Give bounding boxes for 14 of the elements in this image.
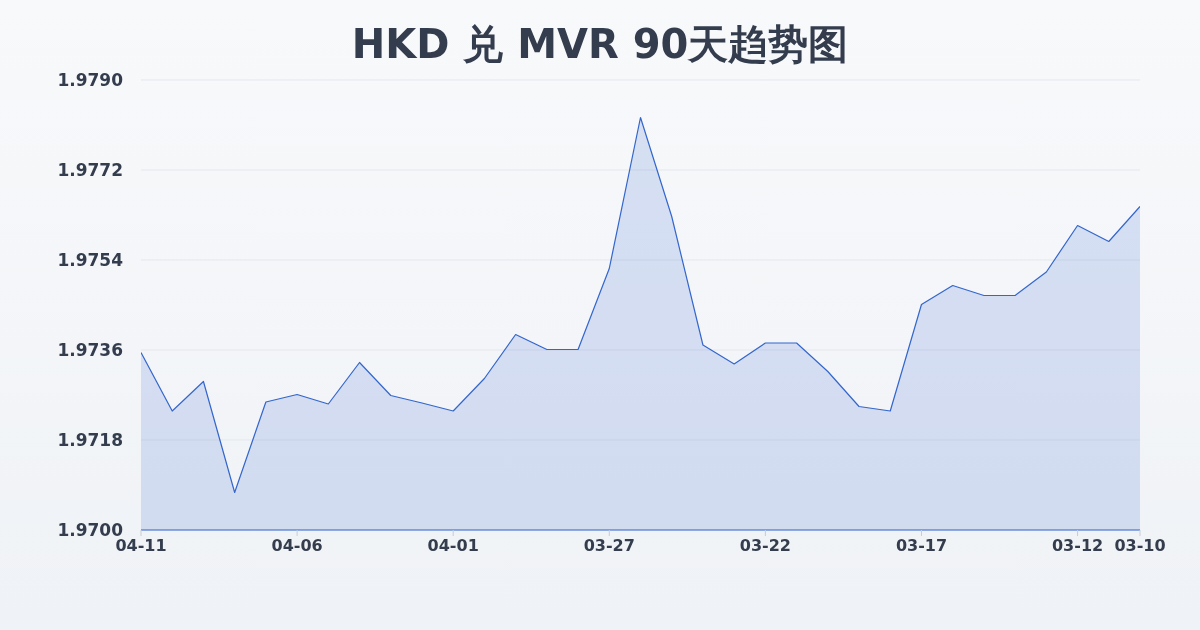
x-tick-label: 03-12 bbox=[1051, 536, 1104, 556]
y-tick-label: 1.9754 bbox=[57, 250, 124, 271]
x-tick-label: 03-27 bbox=[583, 536, 635, 556]
chart-title: HKD 兑 MVR 90天趋势图 bbox=[350, 20, 850, 69]
x-tick-label: 04-06 bbox=[271, 536, 323, 556]
y-tick-label: 1.9790 bbox=[57, 70, 124, 91]
x-tick-label: 03-17 bbox=[895, 536, 948, 556]
x-tick-label: 03-10 bbox=[1114, 536, 1166, 556]
x-tick-label: 04-11 bbox=[115, 536, 167, 556]
y-tick-label: 1.9718 bbox=[57, 430, 123, 451]
x-tick-label: 03-22 bbox=[739, 536, 791, 556]
y-tick-label: 1.9772 bbox=[57, 160, 123, 181]
y-tick-label: 1.9736 bbox=[57, 340, 123, 361]
x-tick-label: 04-01 bbox=[427, 536, 479, 556]
